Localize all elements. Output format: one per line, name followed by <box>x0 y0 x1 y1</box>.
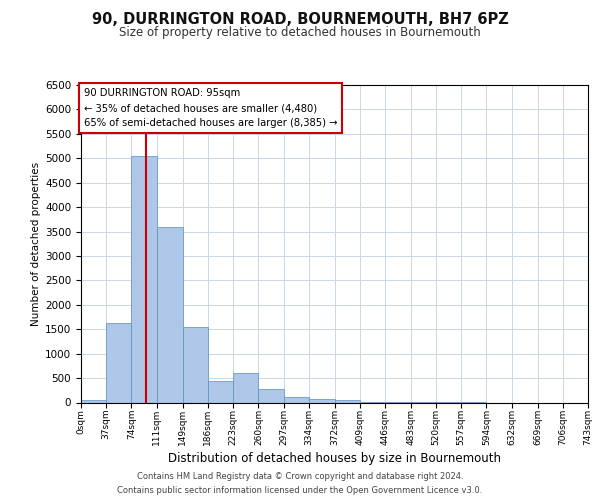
Bar <box>259 390 284 402</box>
Bar <box>233 373 259 402</box>
Text: Contains public sector information licensed under the Open Government Licence v3: Contains public sector information licen… <box>118 486 482 495</box>
X-axis label: Distribution of detached houses by size in Bournemouth: Distribution of detached houses by size … <box>168 452 501 465</box>
Bar <box>182 327 208 402</box>
Text: Size of property relative to detached houses in Bournemouth: Size of property relative to detached ho… <box>119 26 481 39</box>
Bar <box>208 382 233 402</box>
Text: Contains HM Land Registry data © Crown copyright and database right 2024.: Contains HM Land Registry data © Crown c… <box>137 472 463 481</box>
Y-axis label: Number of detached properties: Number of detached properties <box>31 162 41 326</box>
Bar <box>309 398 335 402</box>
Text: 90 DURRINGTON ROAD: 95sqm
← 35% of detached houses are smaller (4,480)
65% of se: 90 DURRINGTON ROAD: 95sqm ← 35% of detac… <box>84 88 337 128</box>
Bar <box>81 400 106 402</box>
Bar <box>131 156 157 402</box>
Bar <box>157 226 182 402</box>
Bar <box>284 396 309 402</box>
Bar <box>106 324 131 402</box>
Text: 90, DURRINGTON ROAD, BOURNEMOUTH, BH7 6PZ: 90, DURRINGTON ROAD, BOURNEMOUTH, BH7 6P… <box>92 12 508 28</box>
Bar <box>335 400 360 402</box>
